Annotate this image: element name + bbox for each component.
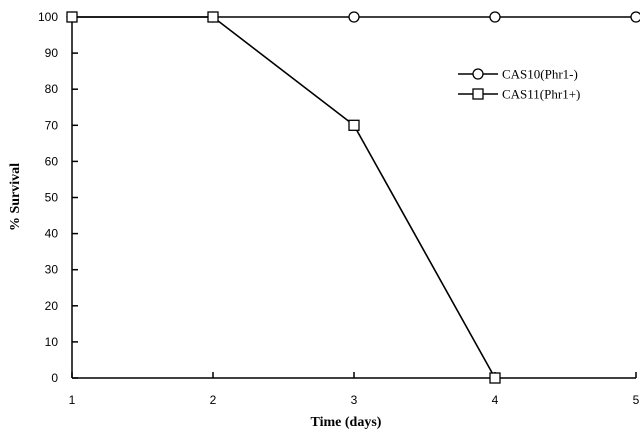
- legend: CAS10(Phr1-) CAS11(Phr1+): [458, 67, 580, 102]
- y-axis-title: % Survival: [8, 163, 23, 231]
- legend-label: CAS11(Phr1+): [502, 87, 580, 102]
- axes-group: 0 10 20 30 40 50 60 70 80 90 100 1 2 3 4 5: [38, 10, 640, 407]
- x-tick-label: 4: [492, 393, 499, 407]
- data-point-square: [348, 119, 360, 131]
- y-tick-label: 80: [45, 82, 59, 96]
- y-tick-label: 50: [45, 191, 59, 205]
- legend-item: CAS10(Phr1-): [458, 67, 578, 82]
- y-tick-label: 10: [45, 335, 59, 349]
- series-cas11: [66, 11, 501, 384]
- legend-item: CAS11(Phr1+): [458, 87, 580, 102]
- y-tick-label: 100: [38, 10, 58, 24]
- x-tick-label: 2: [210, 393, 217, 407]
- legend-marker-circle: [472, 68, 484, 80]
- x-tick-label: 3: [351, 393, 358, 407]
- y-tick-label: 70: [45, 118, 59, 132]
- y-tick-label: 60: [45, 154, 59, 168]
- data-point-circle: [348, 11, 360, 23]
- x-axis-title: Time (days): [311, 415, 382, 430]
- y-tick-label: 0: [51, 371, 58, 385]
- data-point-square: [207, 11, 219, 23]
- series-line: [72, 16, 496, 379]
- legend-label: CAS10(Phr1-): [502, 67, 578, 82]
- data-point-circle: [630, 11, 640, 23]
- x-tick-label: 5: [633, 393, 640, 407]
- y-tick-label: 20: [45, 299, 59, 313]
- data-point-square: [66, 11, 78, 23]
- x-tick-label: 1: [69, 393, 76, 407]
- series-group: [66, 11, 640, 384]
- y-tick-label: 30: [45, 263, 59, 277]
- data-point-circle: [489, 11, 501, 23]
- y-tick-label: 90: [45, 46, 59, 60]
- legend-marker-square: [472, 88, 484, 100]
- y-tick-label: 40: [45, 227, 59, 241]
- data-point-square: [489, 372, 501, 384]
